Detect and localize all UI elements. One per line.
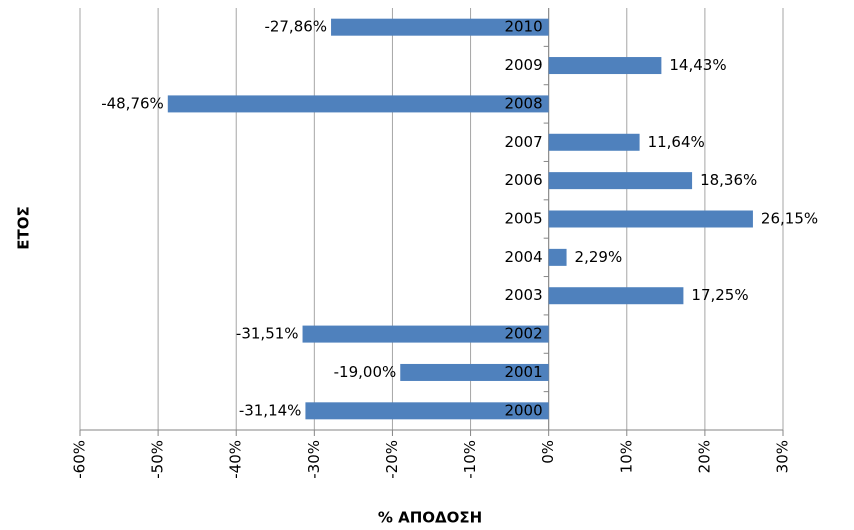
bar — [400, 363, 549, 381]
bar — [548, 133, 640, 151]
x-tick-label: 20% — [695, 440, 713, 473]
y-tick-label: 2005 — [504, 210, 542, 228]
y-tick-label: 2009 — [504, 56, 542, 74]
y-tick-label: 2007 — [504, 133, 542, 151]
y-tick-label: 2002 — [504, 325, 542, 343]
data-label: 17,25% — [691, 286, 748, 304]
bar — [548, 287, 684, 305]
x-tick-label: -10% — [461, 440, 479, 479]
y-tick-label: 2001 — [504, 363, 542, 381]
data-label: -27,86% — [264, 18, 327, 36]
y-tick-label: 2006 — [504, 171, 542, 189]
data-label: 26,15% — [761, 210, 818, 228]
bar — [548, 172, 693, 190]
data-label: 11,64% — [648, 133, 705, 151]
bar — [305, 402, 549, 420]
data-label: -48,76% — [101, 94, 164, 112]
bar — [548, 248, 567, 266]
data-label: -31,14% — [239, 401, 302, 419]
data-label: 2,29% — [575, 248, 623, 266]
data-label: 14,43% — [669, 56, 726, 74]
x-tick-label: 0% — [539, 440, 557, 464]
y-tick-label: 2004 — [504, 248, 542, 266]
y-tick-label: 2010 — [504, 18, 542, 36]
bar — [548, 57, 662, 75]
x-tick-label: -20% — [383, 440, 401, 479]
data-label: 18,36% — [700, 171, 757, 189]
bar — [548, 210, 753, 228]
bar — [167, 95, 549, 113]
data-label: -19,00% — [334, 363, 397, 381]
x-tick-label: -50% — [149, 440, 167, 479]
data-label: -31,51% — [236, 325, 299, 343]
x-tick-label: -60% — [71, 440, 89, 479]
x-tick-label: 30% — [774, 440, 792, 473]
y-tick-label: 2003 — [504, 286, 542, 304]
x-tick-label: -30% — [305, 440, 323, 479]
y-tick-label: 2008 — [504, 94, 542, 112]
x-tick-label: 10% — [617, 440, 635, 473]
x-axis-title: % ΑΠΟΔΟΣΗ — [378, 509, 482, 527]
y-axis-title: ΕΤΟΣ — [15, 206, 33, 249]
y-tick-label: 2000 — [504, 401, 542, 419]
bar — [331, 18, 549, 36]
x-tick-label: -40% — [227, 440, 245, 479]
bar — [302, 325, 549, 343]
